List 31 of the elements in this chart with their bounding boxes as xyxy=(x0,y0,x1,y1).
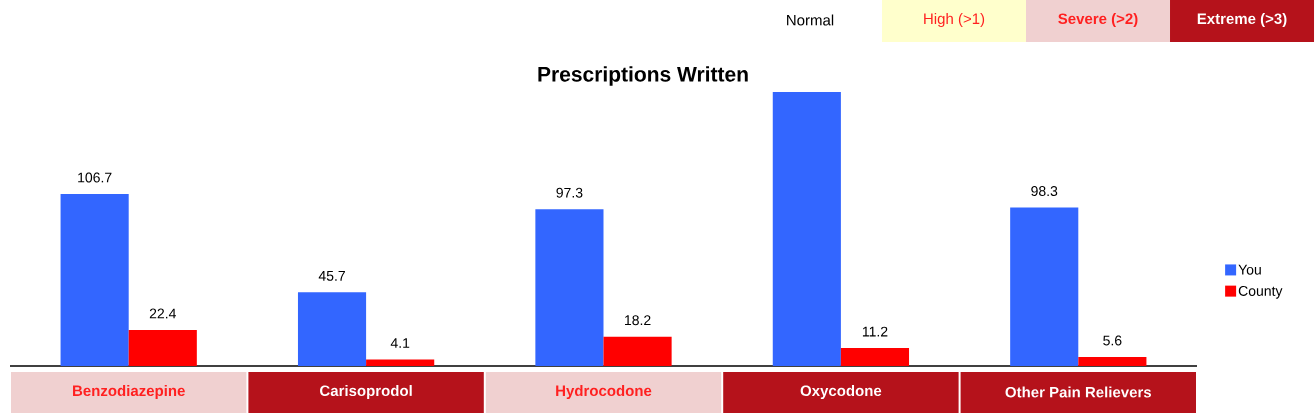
bar xyxy=(128,329,197,366)
data-label: 4.1 xyxy=(390,338,410,348)
x-tick-label: Hydrocodone xyxy=(556,385,652,399)
bar xyxy=(535,209,604,366)
text: Extreme (>3) xyxy=(1197,13,1287,27)
bar xyxy=(840,347,910,366)
chart-title: Prescriptions Written xyxy=(538,66,748,86)
data-label: 97.3 xyxy=(556,187,583,198)
text: Normal xyxy=(787,14,834,26)
bar xyxy=(297,292,367,366)
bar xyxy=(1078,356,1147,366)
data-label: 98.3 xyxy=(1031,186,1058,197)
bar xyxy=(772,92,841,366)
legend-label: You xyxy=(1238,264,1261,275)
data-label: 11.2 xyxy=(862,326,888,337)
bar xyxy=(1010,207,1079,366)
legend-label: County xyxy=(1238,285,1283,299)
data-label: 22.4 xyxy=(149,308,176,319)
bar xyxy=(60,194,129,366)
x-tick-label: Benzodiazepine xyxy=(73,385,185,399)
text: Severe (>2) xyxy=(1058,13,1138,27)
data-label: 106.7 xyxy=(78,172,112,183)
x-tick-label: Oxycodone xyxy=(800,385,882,399)
data-label: 45.7 xyxy=(318,271,345,281)
data-label: 18.2 xyxy=(625,315,651,326)
x-tick-label: Carisoprodol xyxy=(320,385,412,399)
x-tick-label: Other Pain Relievers xyxy=(1005,386,1152,398)
data-label: 5.6 xyxy=(1103,335,1122,346)
bar xyxy=(366,359,435,366)
text: High (>1) xyxy=(924,13,985,27)
bar xyxy=(603,336,672,366)
